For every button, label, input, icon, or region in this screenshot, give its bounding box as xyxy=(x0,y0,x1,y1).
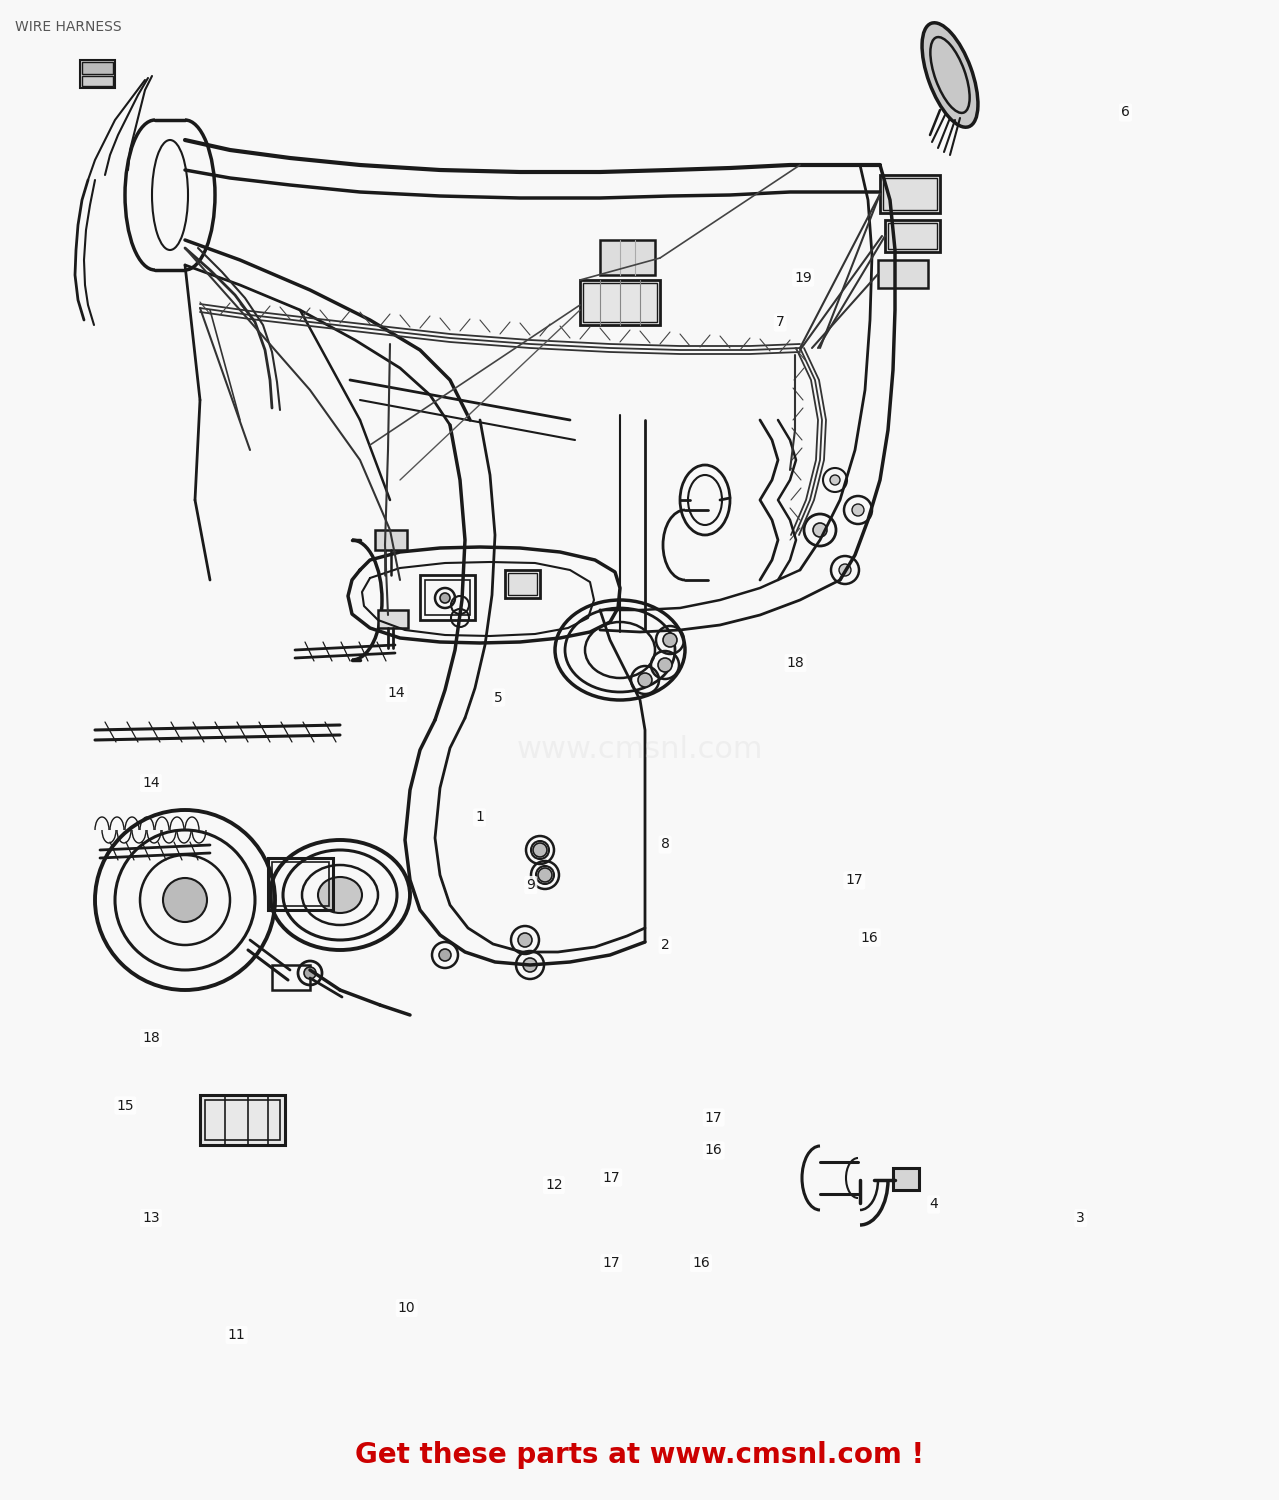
Circle shape xyxy=(839,564,851,576)
Circle shape xyxy=(518,933,532,946)
Circle shape xyxy=(533,843,547,856)
Text: Get these parts at www.cmsnl.com !: Get these parts at www.cmsnl.com ! xyxy=(356,1442,925,1468)
Text: 9: 9 xyxy=(527,878,535,892)
Circle shape xyxy=(657,658,671,672)
Circle shape xyxy=(830,476,840,484)
Text: 6: 6 xyxy=(1122,105,1129,120)
Text: WIRE HARNESS: WIRE HARNESS xyxy=(15,20,122,34)
Text: 16: 16 xyxy=(705,1143,723,1158)
Text: 15: 15 xyxy=(116,1098,134,1113)
Bar xyxy=(508,573,537,596)
Text: 14: 14 xyxy=(142,776,160,790)
Bar xyxy=(505,570,540,598)
Bar xyxy=(880,176,940,213)
Bar xyxy=(425,580,469,615)
Bar xyxy=(272,964,310,990)
Ellipse shape xyxy=(318,878,362,914)
Text: 13: 13 xyxy=(142,1210,160,1225)
Circle shape xyxy=(663,633,677,646)
Bar xyxy=(600,240,655,274)
Circle shape xyxy=(852,504,865,516)
Text: 4: 4 xyxy=(930,1197,938,1212)
Circle shape xyxy=(813,524,828,537)
Bar xyxy=(583,284,657,322)
Text: 10: 10 xyxy=(398,1300,416,1316)
Bar xyxy=(883,178,938,210)
Bar xyxy=(81,60,115,88)
Text: 17: 17 xyxy=(705,1110,723,1125)
Circle shape xyxy=(439,950,451,962)
Bar xyxy=(579,280,660,326)
Circle shape xyxy=(538,868,553,882)
Bar xyxy=(888,224,938,249)
Text: 11: 11 xyxy=(228,1328,246,1342)
Text: 19: 19 xyxy=(794,270,812,285)
Circle shape xyxy=(523,958,537,972)
Bar xyxy=(375,530,407,550)
Bar xyxy=(379,610,408,628)
Circle shape xyxy=(440,592,450,603)
Bar xyxy=(885,220,940,252)
Text: 3: 3 xyxy=(1077,1210,1085,1225)
Text: 14: 14 xyxy=(388,686,405,700)
Text: 17: 17 xyxy=(602,1170,620,1185)
Text: 16: 16 xyxy=(861,930,879,945)
Ellipse shape xyxy=(922,22,978,128)
Text: 18: 18 xyxy=(787,656,804,670)
Bar xyxy=(82,76,113,86)
Circle shape xyxy=(638,674,652,687)
Text: 16: 16 xyxy=(692,1256,710,1270)
Circle shape xyxy=(162,878,207,922)
Text: www.cmsnl.com: www.cmsnl.com xyxy=(517,735,764,765)
Bar xyxy=(200,1095,285,1144)
Bar xyxy=(272,862,329,906)
Text: 12: 12 xyxy=(545,1178,563,1192)
Bar xyxy=(893,1168,920,1190)
Text: 2: 2 xyxy=(661,938,669,952)
Text: 1: 1 xyxy=(476,810,483,825)
Text: 17: 17 xyxy=(602,1256,620,1270)
Text: 8: 8 xyxy=(661,837,669,852)
Text: 5: 5 xyxy=(495,690,503,705)
Bar xyxy=(82,62,113,74)
Text: 17: 17 xyxy=(845,873,863,888)
Circle shape xyxy=(304,968,316,980)
Bar xyxy=(420,574,475,620)
Bar xyxy=(269,858,333,910)
Bar xyxy=(205,1100,280,1140)
Bar xyxy=(877,260,929,288)
Text: 7: 7 xyxy=(776,315,784,330)
Text: 18: 18 xyxy=(142,1030,160,1045)
